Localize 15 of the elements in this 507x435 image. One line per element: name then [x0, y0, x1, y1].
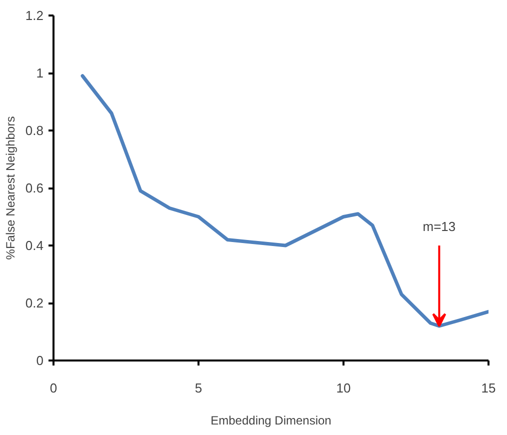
y-tick-label: 0.2	[25, 296, 44, 310]
x-axis-title: Embedding Dimension	[210, 414, 332, 428]
x-tick-label: 15	[481, 380, 496, 396]
y-tick-label: 0	[36, 353, 44, 368]
x-tick-label: 5	[194, 380, 202, 396]
y-axis-title: %False Nearest Neighbors	[3, 116, 18, 260]
y-tick-label: 1.2	[25, 8, 44, 23]
line-series	[80, 74, 488, 328]
x-tick-label: 0	[50, 380, 58, 396]
y-tick-label: 0.4	[25, 238, 44, 253]
x-tick-label: 10	[336, 380, 351, 396]
annotation: m=13	[422, 219, 456, 234]
y-tick-label: 0.8	[25, 123, 44, 138]
y-tick-label: 0.6	[25, 180, 44, 196]
y-tick-label: 1	[36, 66, 44, 80]
